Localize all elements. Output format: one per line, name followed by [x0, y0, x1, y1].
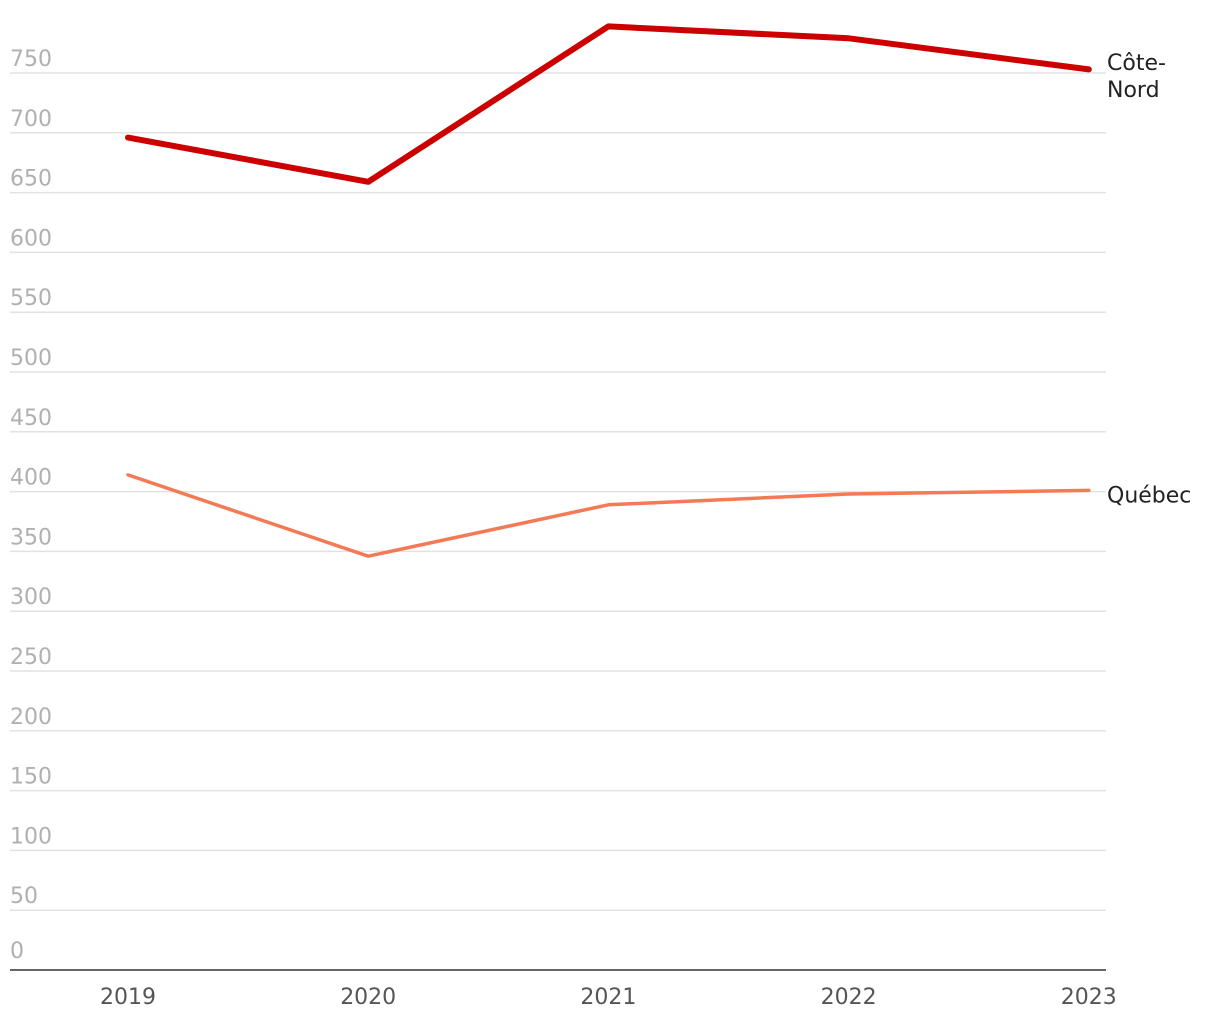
y-tick-label: 700 — [10, 107, 52, 132]
series-labels: Côte-Nord Québec — [1107, 51, 1191, 508]
y-tick-label: 450 — [10, 406, 52, 431]
y-tick-label: 100 — [10, 824, 52, 849]
y-tick-label: 250 — [10, 645, 52, 670]
x-tick-label: 2022 — [821, 985, 877, 1010]
y-tick-label: 350 — [10, 525, 52, 550]
y-tick-label: 650 — [10, 167, 52, 192]
x-tick-label: 2023 — [1061, 985, 1117, 1010]
y-tick-label: 50 — [10, 884, 38, 909]
x-tick-label: 2021 — [580, 985, 636, 1010]
series-label: Québec — [1107, 483, 1191, 508]
y-tick-label: 300 — [10, 585, 52, 610]
x-axis: 2019 2020 2021 2022 2023 — [100, 985, 1117, 1010]
gridlines — [10, 72, 1106, 911]
series-line-0 — [125, 23, 1092, 185]
y-tick-label: 750 — [10, 47, 52, 72]
y-tick-label: 500 — [10, 346, 52, 371]
y-tick-label: 400 — [10, 466, 52, 491]
series-line-1 — [126, 473, 1091, 558]
series-label: Côte- — [1107, 51, 1166, 76]
series-label: Nord — [1107, 78, 1160, 103]
x-tick-label: 2020 — [340, 985, 396, 1010]
y-tick-label: 0 — [10, 939, 24, 964]
y-tick-label: 150 — [10, 765, 52, 790]
y-tick-label: 200 — [10, 705, 52, 730]
y-tick-label: 550 — [10, 286, 52, 311]
y-tick-label: 600 — [10, 226, 52, 251]
x-tick-label: 2019 — [100, 985, 156, 1010]
y-axis: 0 50 100 150 200 250 300 350 400 450 500 550 600 650 7… — [10, 47, 52, 964]
series-lines — [125, 23, 1092, 558]
